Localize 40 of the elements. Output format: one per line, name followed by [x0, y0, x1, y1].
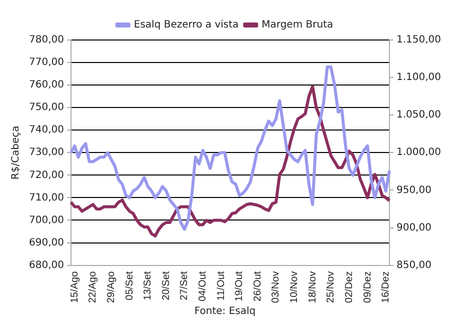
x-tick-label: 02/Dez: [344, 271, 355, 303]
y-tick-label: 700,00: [28, 214, 64, 226]
x-tick-label: 26/Out: [252, 271, 264, 302]
y-tick-label: 750,00: [28, 102, 64, 114]
x-tick-label: 05/Set: [124, 271, 136, 300]
x-tick-label: 13/Set: [142, 271, 154, 300]
y2-tick-label: 850,00: [396, 260, 432, 271]
y2-tick-label: 1.150,00: [396, 34, 441, 46]
x-tick-label: 16/Dez: [380, 271, 392, 303]
y-tick-label: 740,00: [28, 124, 64, 136]
x-tick-label: 03/Nov: [270, 271, 282, 303]
y-tick-label: 710,00: [28, 192, 64, 204]
y2-tick-label: 950,00: [396, 184, 432, 196]
y2-tick-label: 900,00: [396, 222, 432, 234]
y-tick-label: 690,00: [28, 237, 64, 248]
x-tick-label: 29/Ago: [106, 270, 118, 304]
x-tick-label: 22/Ago: [88, 270, 99, 304]
y2-tick-label: 1.050,00: [396, 110, 441, 121]
y-tick-label: 680,00: [28, 260, 64, 271]
legend-label: Esalq Bezerro a vista: [134, 20, 239, 31]
y-tick-label: 760,00: [28, 80, 64, 91]
x-tick-label: 27/Set: [179, 271, 190, 300]
x-tick-label: 10/Nov: [289, 271, 300, 303]
y-tick-label: 770,00: [28, 57, 64, 68]
x-tick-label: 04/Out: [198, 271, 209, 302]
y-tick-label: 780,00: [28, 34, 64, 46]
x-tick-label: 25/Nov: [326, 271, 337, 303]
x-tick-label: 09/Dez: [362, 271, 374, 303]
y-axis-title: R$/Cabeça: [10, 126, 22, 180]
y2-tick-label: 1.000,00: [396, 147, 441, 158]
source-note: Fonte: Esalq: [193, 306, 257, 317]
legend-label: Margem Bruta: [262, 20, 334, 31]
y2-tick-label: 1.100,00: [396, 72, 441, 84]
y-tick-label: 720,00: [28, 170, 64, 181]
x-tick-label: 18/Nov: [307, 271, 318, 303]
y-tick-label: 730,00: [28, 147, 64, 158]
x-tick-label: 15/Ago: [69, 270, 80, 304]
x-tick-label: 20/Set: [160, 271, 172, 300]
x-tick-label: 11/Out: [216, 271, 227, 301]
x-tick-label: 19/Out: [234, 271, 246, 302]
